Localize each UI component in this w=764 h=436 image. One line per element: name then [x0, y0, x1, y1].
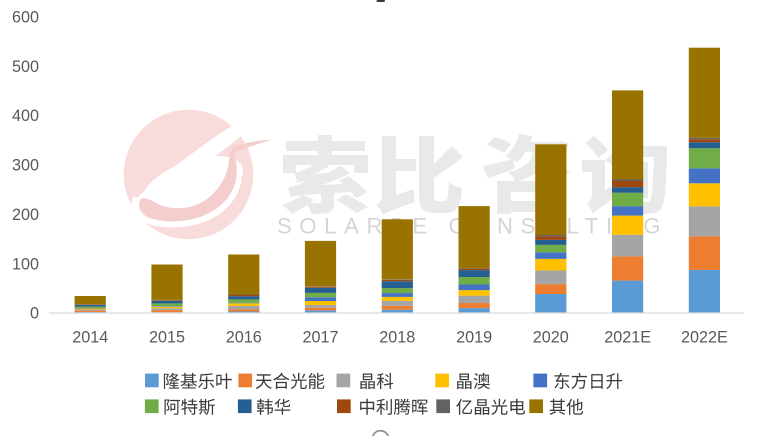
svg-text:600: 600 [12, 9, 39, 27]
svg-text:2018: 2018 [379, 329, 415, 347]
svg-text:2016: 2016 [226, 329, 262, 347]
svg-text:2022E: 2022E [681, 329, 728, 347]
svg-text:2021E: 2021E [604, 329, 651, 347]
svg-text:400: 400 [12, 107, 39, 125]
svg-text:300: 300 [12, 157, 39, 175]
svg-text:2015: 2015 [149, 329, 185, 347]
svg-text:2014: 2014 [72, 329, 108, 347]
svg-text:2019: 2019 [456, 329, 492, 347]
svg-text:500: 500 [12, 58, 39, 76]
svg-text:200: 200 [12, 206, 39, 224]
svg-text:2020: 2020 [533, 329, 569, 347]
svg-text:0: 0 [30, 305, 39, 323]
svg-text:100: 100 [12, 255, 39, 273]
svg-text:2017: 2017 [302, 329, 338, 347]
